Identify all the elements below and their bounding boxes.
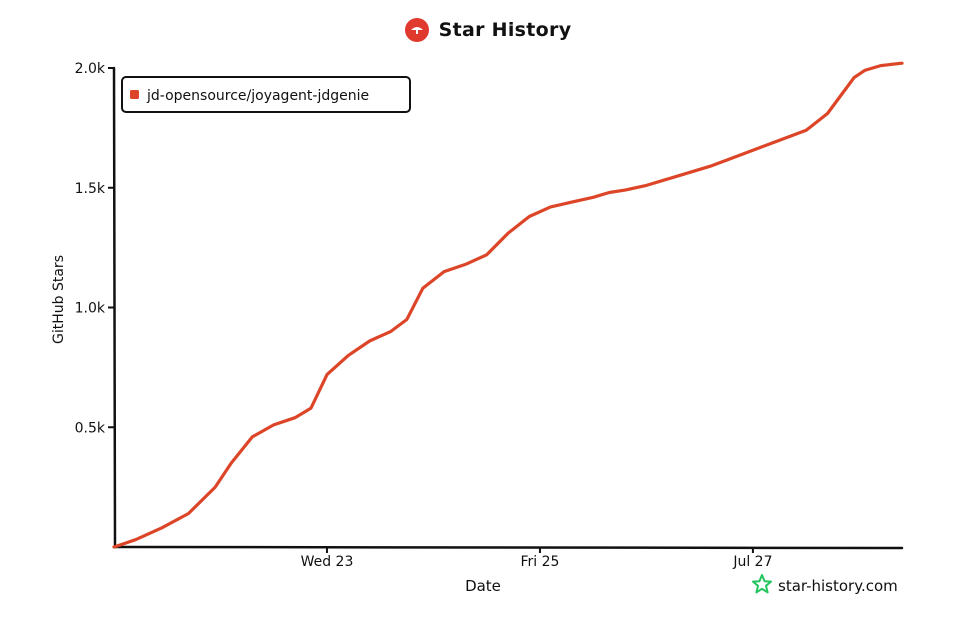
legend-box [121, 76, 411, 113]
y-tick-label: 1.0k [75, 301, 106, 317]
y-axis-line [112, 66, 117, 549]
watermark[interactable]: star-history.com [752, 574, 898, 598]
x-tick-label: Jul 27 [732, 554, 772, 570]
y-axis-label: GitHub Stars [51, 255, 67, 344]
series-line [112, 61, 904, 549]
x-axis-label: Date [465, 577, 501, 595]
legend-entry: jd-opensource/joyagent-jdgenie [146, 88, 369, 104]
x-tick-label: Fri 25 [520, 554, 559, 570]
chart-header: Star History [0, 14, 976, 46]
y-tick-label: 1.5k [75, 181, 106, 197]
repo-logo-icon [404, 18, 429, 42]
legend-swatch [130, 90, 139, 99]
y-tick-label: 0.5k [75, 420, 106, 436]
star-icon [752, 574, 772, 598]
watermark-text: star-history.com [778, 577, 898, 595]
y-tick-label: 2.0k [75, 61, 106, 77]
x-tick-label: Wed 23 [301, 554, 354, 570]
chart-title: Star History [438, 19, 572, 41]
x-axis-line [112, 545, 904, 550]
